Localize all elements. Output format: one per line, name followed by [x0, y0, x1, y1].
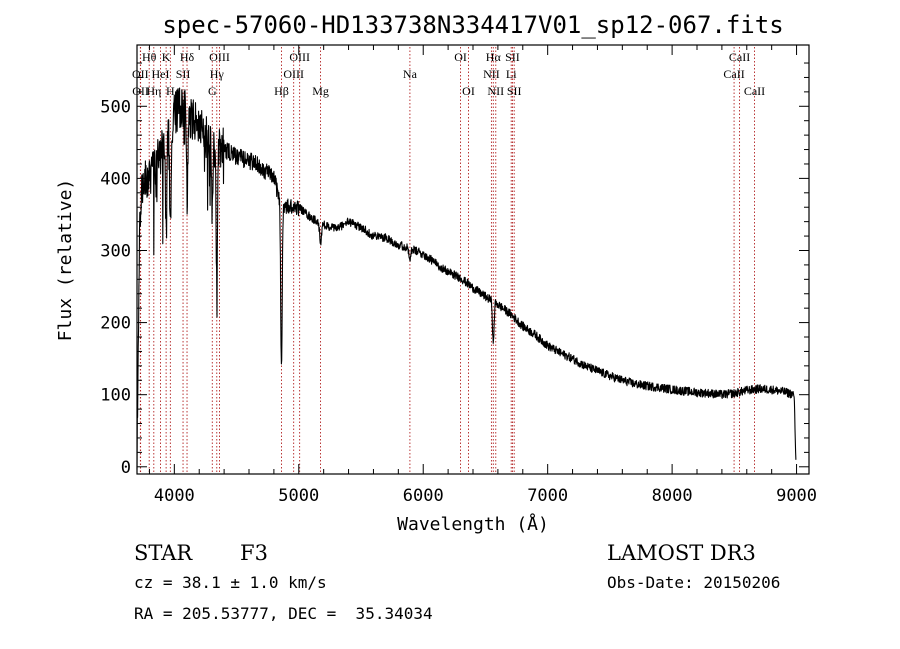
- spectral-line-label: Mg: [312, 84, 329, 98]
- spectral-line-label: Li: [506, 67, 517, 81]
- spectral-line-label: OIII: [289, 50, 310, 64]
- spectral-line-markers: [139, 47, 755, 474]
- x-axis-label: Wavelength (Å): [397, 513, 549, 535]
- x-tick-label: 6000: [403, 486, 444, 506]
- spectral-line-label: NII: [483, 67, 500, 81]
- x-tick-label: 4000: [154, 486, 195, 506]
- spectral-line-label: OI: [454, 50, 467, 64]
- spectral-line-label: SII: [505, 50, 520, 64]
- x-tick-labels: 4000 5000 6000 7000 8000 9000: [154, 486, 817, 506]
- spectral-line-label: OIII: [209, 50, 230, 64]
- y-tick-label: 0: [121, 458, 131, 478]
- spectral-line-label: Hα: [486, 50, 502, 64]
- spectral-line-label: Hθ: [142, 50, 157, 64]
- spectral-line-label: K: [162, 50, 171, 64]
- spectral-line-label: OIII: [283, 67, 304, 81]
- spectral-line-label: OI: [462, 84, 475, 98]
- survey-name: LAMOST DR3: [607, 541, 756, 565]
- spectral-line-label: OII: [132, 67, 149, 81]
- spectral-line-label: Hδ: [180, 50, 195, 64]
- coordinates-text: RA = 205.53777, DEC = 35.34034: [134, 604, 433, 623]
- spectral-line-label: CaII: [744, 84, 765, 98]
- y-tick-label: 500: [100, 97, 131, 117]
- object-class: STAR: [134, 541, 193, 565]
- spectral-line-label: NII: [487, 84, 504, 98]
- x-tick-label: 9000: [776, 486, 817, 506]
- y-tick-label: 300: [100, 241, 131, 261]
- axis-ticks: [137, 45, 809, 474]
- spectral-line-labels: HθOIIOIIHηHeIKHSIIHδGHγOIIIHβOIIIOIIIMgN…: [132, 50, 765, 98]
- y-tick-label: 200: [100, 314, 131, 334]
- redshift-text: cz = 38.1 ± 1.0 km/s: [134, 573, 327, 592]
- x-tick-label: 7000: [527, 486, 568, 506]
- spectral-line-label: Na: [403, 67, 418, 81]
- spectral-line-label: CaII: [723, 67, 744, 81]
- y-tick-label: 400: [100, 169, 131, 189]
- x-tick-label: 8000: [652, 486, 693, 506]
- plot-frame: [136, 44, 810, 475]
- y-axis-label: Flux (relative): [55, 179, 76, 342]
- spectral-line-label: Hγ: [210, 67, 225, 81]
- y-tick-labels: 0 100 200 300 400 500: [100, 97, 131, 478]
- spectral-line-label: SII: [176, 67, 191, 81]
- spectral-line-label: H: [166, 84, 175, 98]
- y-tick-label: 100: [100, 386, 131, 406]
- spectral-line-label: CaII: [729, 50, 750, 64]
- spectral-line-label: G: [208, 84, 217, 98]
- object-subclass: F3: [240, 541, 268, 565]
- spectral-line-label: Hβ: [274, 84, 289, 98]
- spectrum-trace: [136, 87, 797, 470]
- obs-date-text: Obs-Date: 20150206: [607, 573, 780, 592]
- spectral-line-label: HeI: [152, 67, 170, 81]
- x-tick-label: 5000: [278, 486, 319, 506]
- chart-title: spec-57060-HD133738N334417V01_sp12-067.f…: [162, 11, 783, 39]
- spectral-line-label: SII: [507, 84, 522, 98]
- spectral-line-label: Hη: [146, 84, 161, 98]
- info-panel: STAR F3 LAMOST DR3 cz = 38.1 ± 1.0 km/s …: [134, 541, 780, 623]
